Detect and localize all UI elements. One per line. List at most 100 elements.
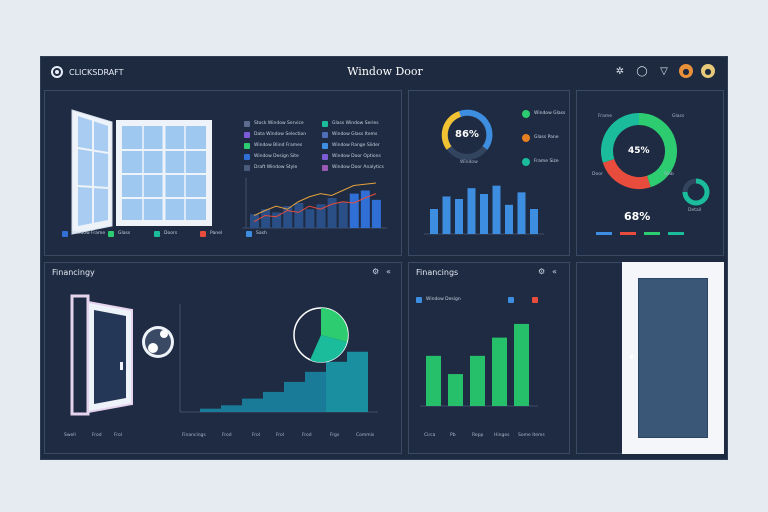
area-step [347,351,368,412]
x-tick-label: Some Items [518,433,545,438]
legend-label: Doors [164,231,178,236]
legend-swatch [108,230,114,237]
area-step [200,408,221,412]
panel-financingy-title: Financingy [52,268,95,277]
combo-chart [242,178,387,229]
legend-item[interactable]: Window Glass Items [322,131,377,138]
area-step-chart [179,304,378,413]
legend-item[interactable]: Glass Window Series [322,120,379,127]
legend-item[interactable]: Doors [154,230,177,237]
donut-slice [638,113,677,188]
donut-label-2: Glass [672,114,685,119]
legend-item[interactable]: Window Frame [62,230,105,237]
legend-bar [620,232,636,235]
legend-dot [522,157,530,166]
bar [261,209,271,228]
bar [514,323,529,406]
x-tick-label: Commis [356,433,375,438]
gauge-value: 86% [455,129,479,140]
legend-item[interactable] [508,296,514,303]
x-tick-label: Pb [450,433,456,438]
top-bar: CLICKSDRAFT [41,57,729,87]
financings-bar-chart [420,323,538,407]
door-handle [630,355,633,359]
x-tick-label: Frol [276,433,285,438]
legend-item[interactable]: Sash [246,230,267,237]
legend-swatch [244,120,250,127]
filter-icon[interactable]: ▽ [660,65,668,77]
legend-item[interactable]: Panel [200,230,222,237]
legend-item[interactable]: Window Range Slider [322,142,380,149]
legend-swatch [532,296,538,303]
legend-label: Data Window Selection [254,132,307,137]
legend-item[interactable] [532,296,538,303]
series-line [253,193,377,223]
legend-bar [596,232,612,235]
bar [294,203,304,228]
legend-swatch [244,142,250,149]
legend-swatch [322,131,328,138]
bar [480,194,488,234]
legend-label: Window Glass Items [332,132,378,137]
door-illustration [638,278,708,438]
legend-label: Window Blind Frames [254,143,303,148]
bar [467,188,476,234]
legend-label: Glass [118,231,131,236]
legend-swatch [154,230,160,237]
donut-label-4: Slab [664,172,674,177]
legend-item[interactable]: Window Design [416,296,461,303]
legend-item[interactable]: Window Door Analytics [322,164,384,171]
legend-item[interactable]: Window Blind Frames [244,142,302,149]
legend-item[interactable]: Draft Window Style [244,164,297,171]
settings-icon[interactable]: ⚙ [372,267,380,276]
legend-dot [522,133,530,142]
x-tick-label: Frol [114,433,123,438]
mini-donut [682,178,710,206]
legend-label: Window Door Analytics [332,165,384,170]
legend-label: Window Frame [72,231,106,236]
donut-big-value: 68% [624,210,651,223]
collapse-icon[interactable]: « [552,267,557,276]
x-tick-label: Repp [472,433,484,438]
x-tick-label: Frol [252,433,261,438]
settings-icon[interactable]: ⚙ [538,267,546,276]
bar [338,201,348,228]
bar [517,192,526,234]
window-illustration [71,109,212,235]
legend-swatch [246,230,252,237]
area-step [284,381,305,412]
donut-slice [601,113,640,163]
bar [349,193,359,228]
bar [430,209,438,234]
legend-swatch [62,230,68,237]
x-tick-label: Circa [424,433,436,438]
gear-icon[interactable]: ✲ [615,65,625,77]
area-step [221,405,242,412]
legend-label: Draft Window Style [254,165,298,170]
gauge-bar-chart [424,185,544,235]
area-step [263,391,284,412]
chat-icon[interactable]: ◯ [636,65,648,77]
bar [530,209,538,234]
legend-swatch [244,164,250,171]
legend-swatch [508,296,514,303]
legend-item[interactable]: Data Window Selection [244,131,306,138]
donut-label-1: Frame [598,114,613,119]
legend-item[interactable]: Window Door Options [322,153,381,160]
app-title: Window Door [347,65,423,78]
bar [492,337,507,406]
collapse-icon[interactable]: « [386,267,391,276]
legend-swatch [200,230,206,237]
legend-item[interactable]: Stock Window Service [244,120,304,127]
legend-label: Window Glass [534,111,566,116]
bar [492,185,501,234]
legend-swatch [244,131,250,138]
bar [272,212,282,228]
legend-item[interactable]: Glass [108,230,130,237]
gauge-legend-item: Glass Pane [522,133,559,142]
avatar-orange[interactable]: ● [679,64,693,78]
chat-bubble-icon [142,326,174,358]
avatar-yellow[interactable]: ● [701,64,715,78]
legend-item[interactable]: Window Design Site [244,153,299,160]
legend-bar [644,232,660,235]
